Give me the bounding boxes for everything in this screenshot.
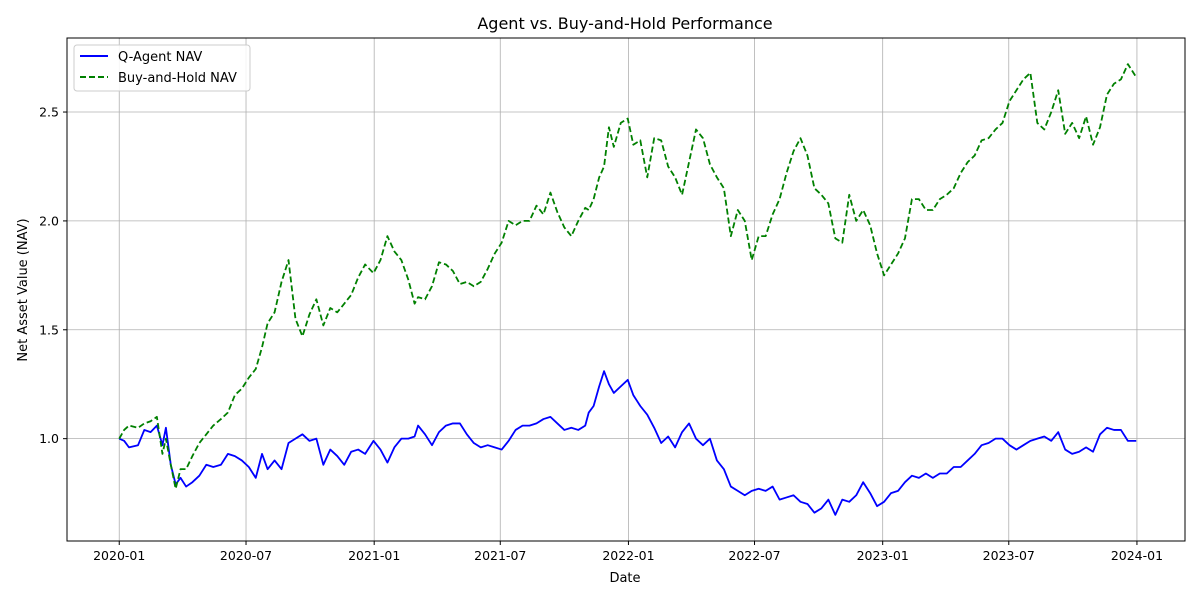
x-tick-label: 2023-01: [857, 548, 909, 563]
legend-box: [73, 44, 251, 92]
x-axis-label: Date: [609, 571, 640, 586]
series-layer: [118, 63, 1137, 516]
y-tick-label: 1.0: [39, 431, 59, 446]
buy-and-hold-nav-line: [118, 63, 1137, 490]
chart-title: Agent vs. Buy-and-Hold Performance: [477, 14, 772, 33]
x-tick-label: 2022-07: [728, 548, 780, 563]
y-tick-label: 2.0: [39, 213, 59, 228]
x-tick-label: 2023-07: [983, 548, 1035, 563]
y-tick-label: 1.5: [39, 322, 59, 337]
y-axis-label: Net Asset Value (NAV): [16, 218, 31, 361]
ticks-layer: 2020-01 2020-07 2021-01 2021-07 2022-01 2022-…: [39, 105, 1163, 563]
x-tick-label: 2024-01: [1111, 548, 1163, 563]
x-tick-label: 2021-07: [474, 548, 526, 563]
legend-label-buy-and-hold: Buy-and-Hold NAV: [118, 71, 237, 86]
legend: Q-Agent NAV Buy-and-Hold NAV: [73, 44, 251, 92]
plot-frame: [66, 37, 1186, 542]
x-tick-label: 2020-01: [93, 548, 145, 563]
x-tick-label: 2021-01: [348, 548, 400, 563]
q-agent-nav-line: [118, 370, 1137, 516]
legend-label-q-agent: Q-Agent NAV: [118, 50, 202, 65]
y-tick-label: 2.5: [39, 105, 59, 120]
x-tick-label: 2022-01: [602, 548, 654, 563]
x-tick-label: 2020-07: [220, 548, 272, 563]
